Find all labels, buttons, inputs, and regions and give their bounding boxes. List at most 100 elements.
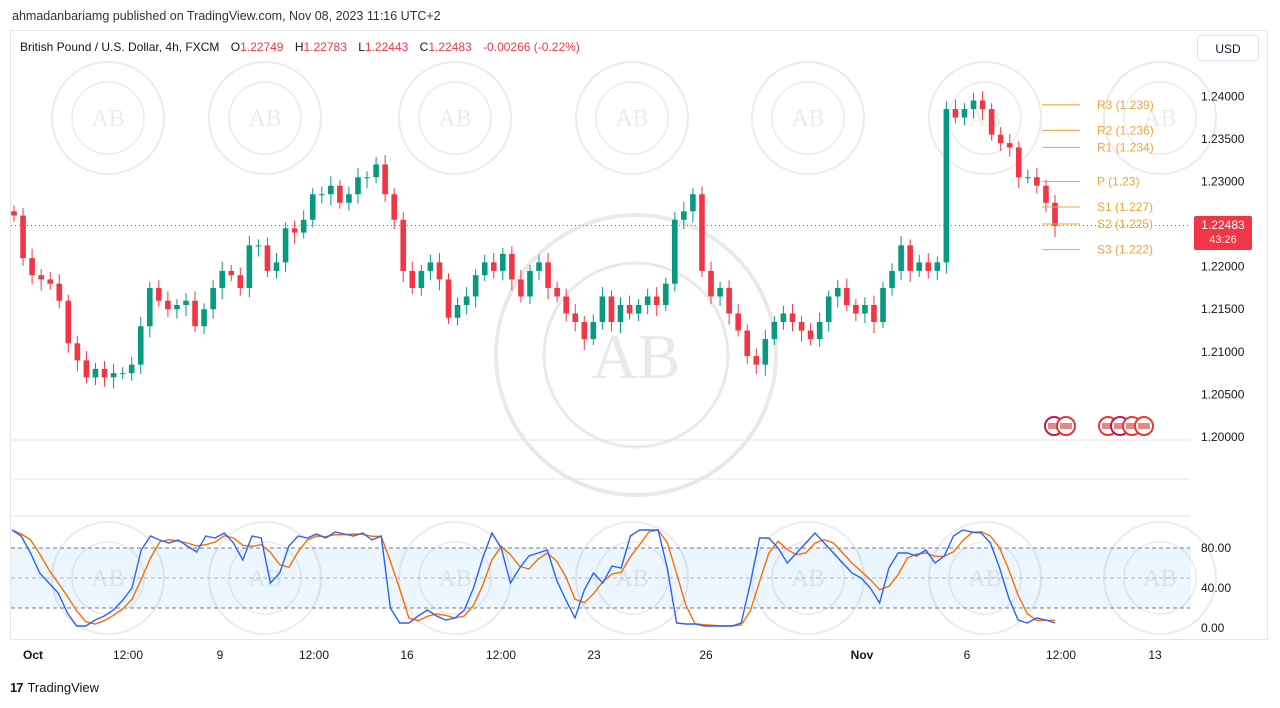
- candle: [20, 207, 26, 266]
- candle-body: [825, 296, 832, 323]
- candle-body: [988, 109, 995, 135]
- candle: [65, 294, 72, 353]
- candle-body: [183, 300, 189, 305]
- candle: [590, 314, 597, 346]
- watermark-logo: AB: [398, 61, 512, 175]
- candle: [346, 186, 352, 211]
- candle: [997, 126, 1004, 151]
- candle-body: [672, 219, 678, 284]
- candle: [635, 299, 642, 322]
- candle: [110, 363, 117, 389]
- candle-body: [1043, 185, 1049, 203]
- candle: [1052, 195, 1058, 237]
- candle: [527, 264, 533, 305]
- candle-body: [128, 364, 135, 374]
- candle-body: [328, 185, 334, 195]
- tradingview-logo[interactable]: 17 TradingView: [10, 680, 99, 695]
- candle-body: [92, 368, 99, 378]
- symbol-title[interactable]: British Pound / U.S. Dollar, 4h, FXCM: [20, 40, 220, 54]
- pivot-label: S2 (1.225): [1097, 217, 1153, 231]
- currency-button[interactable]: USD: [1197, 35, 1259, 61]
- candle: [47, 271, 54, 290]
- candle-body: [798, 322, 805, 331]
- x-tick-label: 12:00: [113, 648, 143, 662]
- candle-body: [726, 287, 732, 314]
- candle: [608, 290, 615, 332]
- candle-body: [110, 373, 117, 378]
- candle-body: [156, 287, 162, 301]
- candle-body: [735, 313, 741, 331]
- pivot-label: S3 (1.222): [1097, 243, 1153, 257]
- candle-body: [780, 313, 787, 323]
- candle-body: [662, 283, 669, 305]
- candle-body: [101, 368, 108, 378]
- candle: [237, 267, 244, 296]
- candle-body: [545, 262, 551, 288]
- candle: [355, 167, 361, 204]
- candle: [735, 304, 741, 337]
- close-label: C: [419, 40, 429, 54]
- candle: [500, 247, 506, 281]
- tradingview-logo-text: TradingView: [27, 680, 100, 695]
- x-tick-label: Oct: [23, 648, 43, 662]
- candle: [427, 254, 434, 281]
- candle: [273, 253, 280, 279]
- candle: [373, 156, 379, 184]
- change-value: -0.00266 (-0.22%): [483, 40, 580, 54]
- candle: [445, 273, 452, 324]
- x-tick-label: 12:00: [486, 648, 516, 662]
- candle: [672, 212, 678, 292]
- candle-body: [789, 313, 796, 323]
- event-flag-icon: [1126, 423, 1138, 429]
- candle-body: [509, 253, 515, 280]
- event-flag-icon: [1114, 423, 1126, 429]
- candle: [626, 295, 633, 320]
- y-tick-label: 1.20000: [1201, 430, 1245, 444]
- candle: [509, 246, 515, 291]
- candle: [943, 101, 950, 274]
- candle: [979, 91, 986, 121]
- candle-body: [65, 300, 72, 344]
- candle-body: [255, 245, 262, 247]
- candle-body: [463, 296, 470, 305]
- candle-body: [201, 309, 207, 327]
- candle-body: [653, 296, 660, 305]
- low-value: 1.22443: [364, 40, 409, 54]
- candle-body: [762, 339, 769, 365]
- candle: [889, 263, 895, 296]
- candle-body: [527, 270, 533, 297]
- x-tick-label: 12:00: [299, 648, 329, 662]
- candle: [318, 186, 325, 204]
- candle: [653, 287, 660, 317]
- candle-body: [536, 262, 542, 271]
- candle-body: [38, 275, 44, 280]
- candle: [128, 356, 135, 381]
- candle-body: [889, 270, 895, 288]
- candle-body: [490, 262, 497, 271]
- candle: [554, 281, 560, 303]
- candle: [255, 239, 262, 257]
- svg-text:AB: AB: [615, 106, 648, 132]
- candle-body: [699, 194, 705, 271]
- candle: [481, 254, 488, 282]
- candle: [92, 362, 99, 386]
- candle-body: [925, 262, 932, 271]
- y-tick-label: 0.00: [1201, 621, 1225, 635]
- candle: [463, 287, 470, 315]
- candle: [219, 261, 226, 300]
- candle: [337, 179, 343, 209]
- candle: [970, 92, 977, 119]
- watermark-logo-large: AB: [494, 213, 778, 497]
- watermark-logo: AB: [1103, 61, 1217, 175]
- y-tick-label: 1.21500: [1201, 302, 1245, 316]
- candle: [988, 103, 995, 141]
- stoch-k-line: [11, 529, 1056, 627]
- candle: [717, 281, 723, 306]
- candle: [74, 335, 81, 372]
- candle-body: [481, 262, 488, 276]
- candle: [536, 254, 542, 281]
- candle: [771, 316, 778, 346]
- candle-body: [853, 304, 859, 314]
- candle-body: [681, 211, 687, 220]
